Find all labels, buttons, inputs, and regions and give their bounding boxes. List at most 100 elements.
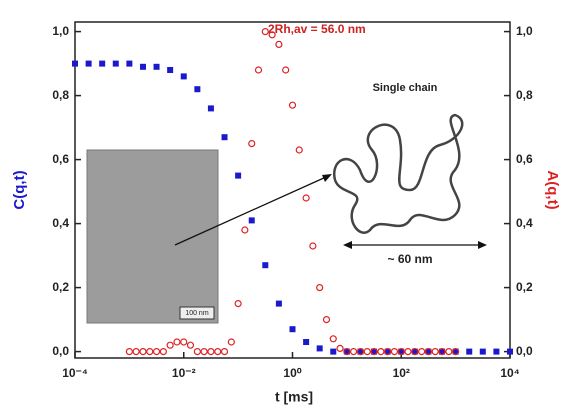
- data-point: [316, 284, 324, 292]
- chain-drawing: [332, 113, 464, 234]
- data-point: [275, 40, 283, 49]
- data-point: [411, 348, 418, 355]
- data-point: [384, 348, 391, 355]
- y2-tick-label: 0,8: [516, 88, 533, 102]
- data-point: [404, 348, 412, 356]
- y-tick-label: 0,6: [52, 152, 69, 166]
- size-label: ~ 60 nm: [387, 252, 432, 266]
- data-point: [180, 73, 187, 80]
- data-point: [268, 31, 276, 39]
- data-point: [343, 348, 351, 356]
- data-point: [112, 60, 119, 67]
- data-point: [132, 348, 140, 356]
- data-point: [173, 338, 181, 346]
- data-point: [214, 348, 222, 356]
- data-point: [180, 338, 188, 346]
- x-axis-label: t [ms]: [275, 389, 313, 405]
- arrowhead: [478, 241, 487, 249]
- tem-image: [86, 149, 219, 324]
- data-point: [411, 348, 419, 356]
- data-point: [438, 348, 446, 356]
- data-point: [241, 226, 249, 234]
- data-point: [356, 348, 365, 356]
- data-point: [235, 172, 242, 179]
- data-point: [363, 348, 371, 356]
- data-point: [384, 348, 392, 356]
- data-point: [221, 134, 228, 141]
- data-point: [418, 348, 426, 356]
- data-point: [248, 217, 255, 224]
- peak-label: 2Rh,av = 56.0 nm: [268, 22, 366, 36]
- data-point: [261, 28, 269, 36]
- y-tick-label: 1,0: [52, 24, 69, 38]
- data-point: [72, 60, 78, 67]
- data-point: [254, 66, 263, 74]
- data-point: [234, 300, 242, 308]
- x-tick-label: 10⁻²: [172, 366, 196, 380]
- arrow: [174, 176, 327, 246]
- y2-tick-label: 0,4: [516, 216, 533, 230]
- data-point: [322, 316, 331, 324]
- x-tick-label: 10²: [393, 366, 410, 380]
- data-point: [139, 63, 146, 70]
- arrowhead: [343, 241, 352, 249]
- data-point: [507, 348, 513, 355]
- data-point: [220, 348, 229, 356]
- data-point: [227, 338, 235, 346]
- data-point: [397, 348, 405, 356]
- data-point: [479, 348, 486, 355]
- data-point: [289, 326, 296, 333]
- data-point: [445, 348, 453, 356]
- data-point: [200, 348, 208, 356]
- data-point: [194, 86, 201, 93]
- data-point: [343, 348, 350, 355]
- y2-tick-label: 0,2: [516, 280, 533, 294]
- single-chain-label: Single chain: [373, 82, 438, 94]
- data-point: [398, 348, 405, 355]
- data-point: [153, 63, 160, 70]
- data-point: [370, 348, 378, 356]
- y-tick-label: 0,2: [52, 280, 69, 294]
- data-point: [357, 348, 364, 355]
- data-point: [316, 345, 323, 352]
- y-tick-label: 0,4: [52, 216, 69, 230]
- y2-tick-label: 0,0: [516, 344, 533, 358]
- data-point: [166, 341, 174, 349]
- y2-axis-label: A(q,t): [544, 170, 561, 209]
- data-point: [152, 348, 161, 356]
- data-point: [186, 341, 195, 349]
- y2-tick-label: 0,6: [516, 152, 533, 166]
- data-point: [159, 348, 167, 356]
- y-tick-label: 0,8: [52, 88, 69, 102]
- data-point: [439, 348, 446, 355]
- data-point: [295, 146, 303, 154]
- data-point: [167, 67, 174, 73]
- data-point: [466, 348, 473, 355]
- data-point: [207, 105, 214, 112]
- data-point: [390, 348, 399, 356]
- data-point: [371, 348, 378, 355]
- data-point: [248, 140, 256, 148]
- data-point: [125, 348, 133, 356]
- data-point: [303, 339, 310, 345]
- data-point: [288, 101, 297, 109]
- data-point: [262, 262, 269, 269]
- x-tick-label: 10⁰: [283, 366, 301, 380]
- x-tick-label: 10⁻⁴: [62, 366, 88, 380]
- data-point: [350, 348, 358, 356]
- data-point: [146, 348, 154, 356]
- data-point: [377, 348, 385, 356]
- data-point: [330, 348, 337, 355]
- data-point: [425, 348, 432, 355]
- data-point: [309, 242, 317, 250]
- data-point: [452, 348, 460, 356]
- data-point: [302, 194, 310, 202]
- data-point: [275, 300, 282, 307]
- y-tick-label: 0,0: [52, 344, 69, 358]
- data-point: [493, 348, 500, 355]
- data-point: [85, 60, 92, 67]
- data-point: [207, 348, 215, 356]
- data-point: [336, 344, 344, 352]
- data-point: [329, 335, 337, 343]
